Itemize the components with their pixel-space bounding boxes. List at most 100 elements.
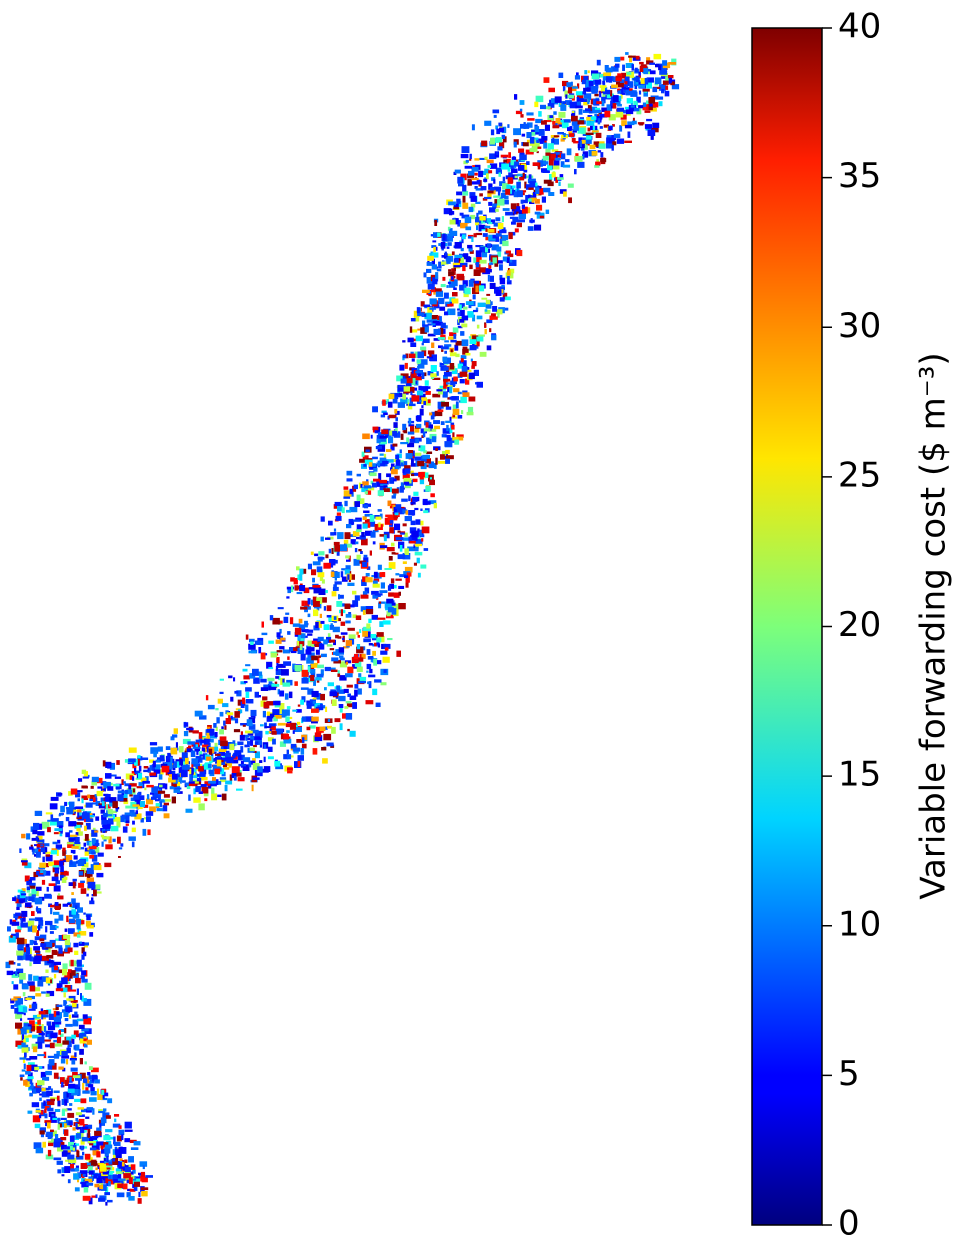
- raster-cell: [553, 111, 556, 115]
- raster-cell: [40, 1130, 45, 1134]
- raster-cell: [39, 1115, 41, 1118]
- raster-cell: [391, 543, 395, 547]
- raster-cell: [460, 310, 465, 316]
- raster-cell: [451, 425, 455, 430]
- raster-cell: [69, 838, 76, 841]
- raster-cell: [448, 282, 451, 284]
- raster-cell: [373, 427, 379, 431]
- raster-cell: [426, 269, 431, 273]
- raster-cell: [74, 1052, 76, 1057]
- raster-cell: [276, 663, 278, 667]
- raster-cell: [353, 519, 360, 521]
- raster-cell: [102, 789, 105, 791]
- raster-cell: [502, 241, 508, 246]
- raster-cell: [94, 1079, 100, 1083]
- raster-cell: [514, 94, 517, 100]
- raster-cell: [170, 786, 174, 789]
- raster-cell: [409, 418, 412, 425]
- raster-cell: [312, 644, 314, 647]
- raster-cell: [368, 675, 375, 678]
- raster-cell: [80, 993, 82, 1000]
- raster-cell: [429, 412, 432, 415]
- raster-cell: [460, 397, 467, 404]
- raster-cell: [411, 474, 414, 476]
- raster-cell: [634, 108, 639, 111]
- raster-cell: [474, 158, 479, 160]
- raster-cell: [639, 123, 643, 126]
- raster-cell: [71, 909, 76, 915]
- raster-cell: [454, 265, 461, 267]
- raster-cell: [328, 719, 330, 722]
- raster-cell: [59, 861, 63, 867]
- raster-cell: [108, 1181, 111, 1186]
- raster-cell: [247, 719, 253, 723]
- raster-cell: [418, 352, 425, 359]
- raster-cell: [579, 109, 583, 115]
- raster-cell: [33, 976, 39, 981]
- raster-cell: [606, 68, 613, 73]
- raster-cell: [264, 744, 266, 748]
- raster-cell: [67, 903, 71, 905]
- raster-cell: [47, 1021, 52, 1025]
- raster-cell: [62, 1040, 68, 1044]
- raster-cell: [200, 740, 206, 744]
- raster-cell: [483, 233, 488, 237]
- raster-cell: [592, 151, 598, 156]
- raster-cell: [329, 549, 332, 554]
- raster-cell: [447, 247, 450, 249]
- raster-cell: [222, 794, 227, 801]
- raster-cell: [477, 342, 480, 347]
- raster-cell: [74, 951, 78, 955]
- raster-cell: [46, 1091, 52, 1096]
- raster-cell: [287, 771, 292, 773]
- raster-cell: [595, 162, 600, 166]
- raster-cell: [313, 610, 318, 617]
- raster-cell: [15, 1023, 22, 1029]
- raster-cell: [327, 615, 332, 618]
- raster-cell: [617, 108, 624, 113]
- raster-cell: [496, 290, 502, 296]
- raster-cell: [655, 77, 661, 84]
- raster-cell: [277, 632, 281, 637]
- raster-cell: [144, 766, 149, 769]
- raster-cell: [616, 112, 624, 118]
- raster-cell: [655, 64, 659, 67]
- raster-cell: [134, 1187, 137, 1191]
- raster-cell: [372, 615, 378, 620]
- raster-cell: [516, 182, 521, 189]
- raster-cell: [601, 87, 605, 92]
- raster-cell: [455, 218, 458, 224]
- raster-cell: [58, 1124, 60, 1130]
- raster-cell: [74, 1045, 76, 1050]
- raster-cell: [84, 1187, 89, 1193]
- raster-cell: [328, 633, 331, 637]
- raster-cell: [55, 1043, 62, 1046]
- colorbar-tick-label: 15: [838, 755, 881, 795]
- raster-cell: [321, 516, 325, 521]
- raster-cell: [73, 1127, 76, 1130]
- raster-cell: [522, 205, 525, 209]
- raster-cell: [596, 133, 602, 138]
- raster-cell: [95, 884, 100, 889]
- raster-cell: [21, 911, 27, 917]
- raster-cell: [268, 747, 273, 752]
- raster-cell: [297, 641, 299, 646]
- raster-cell: [54, 966, 58, 971]
- raster-cell: [592, 130, 599, 132]
- raster-cell: [92, 777, 99, 782]
- raster-cell: [376, 446, 382, 449]
- raster-cell: [441, 323, 446, 328]
- raster-cell: [12, 981, 14, 984]
- raster-cell: [446, 425, 449, 431]
- raster-cell: [120, 843, 123, 846]
- raster-cell: [21, 893, 26, 895]
- raster-cell: [613, 95, 619, 102]
- raster-cell: [500, 297, 505, 301]
- raster-cell: [325, 538, 330, 540]
- raster-cell: [225, 781, 232, 785]
- raster-cell: [82, 798, 84, 803]
- raster-cell: [111, 775, 117, 777]
- raster-cell: [58, 1030, 61, 1035]
- raster-cell: [66, 998, 73, 1001]
- raster-cell: [293, 730, 295, 734]
